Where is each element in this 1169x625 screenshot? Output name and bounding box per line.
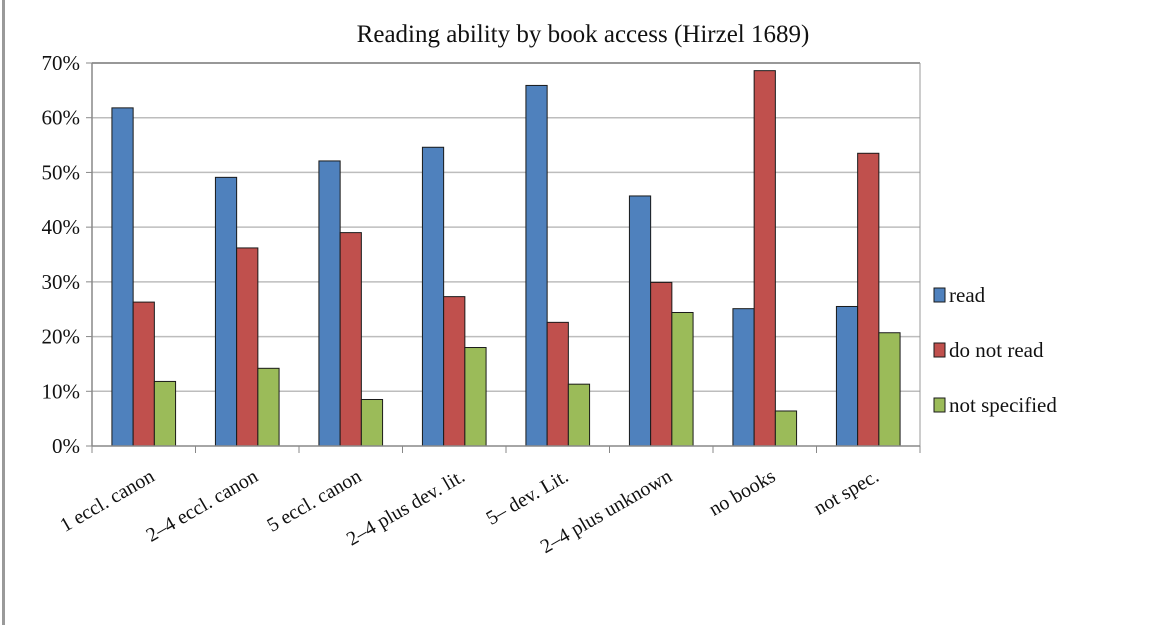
- bar-not-specified: [671, 311, 694, 447]
- bar-do-not-read: [443, 296, 466, 447]
- y-tick-label: 50%: [42, 160, 81, 184]
- axes: 0%10%20%30%40%50%60%70%1 eccl. canon2–4 …: [42, 51, 921, 558]
- bar-read: [214, 176, 238, 447]
- legend-swatch: [933, 342, 946, 358]
- bar-do-not-read: [236, 247, 259, 447]
- bar-not-specified: [153, 380, 177, 447]
- bar-do-not-read: [753, 70, 776, 447]
- bar-do-not-read: [857, 152, 880, 447]
- y-tick-label: 20%: [42, 325, 81, 349]
- legend: read do not read not specified: [933, 283, 1057, 417]
- x-tick-label: 1 eccl. canon: [56, 465, 158, 537]
- y-tick-label: 10%: [42, 379, 81, 403]
- left-border: [2, 0, 5, 625]
- bar-do-not-read: [546, 321, 569, 447]
- bar-read: [111, 107, 134, 447]
- bar-not-specified: [774, 410, 798, 447]
- legend-swatch: [933, 287, 946, 303]
- y-tick-label: 70%: [42, 51, 81, 75]
- bars: [111, 70, 901, 447]
- legend-label: read: [949, 283, 986, 307]
- bar-not-specified: [567, 383, 591, 447]
- bar-read: [525, 84, 548, 447]
- x-tick-label: no books: [705, 465, 779, 521]
- legend-label: not specified: [949, 393, 1057, 417]
- y-tick-label: 0%: [52, 434, 80, 458]
- bar-read: [732, 308, 755, 447]
- bar-read: [421, 146, 445, 447]
- legend-swatch: [933, 397, 946, 413]
- bar-read: [318, 160, 341, 447]
- x-tick-label: 5 eccl. canon: [263, 465, 365, 537]
- x-tick-label: 2–4 plus dev. lit.: [343, 465, 469, 550]
- bar-do-not-read: [650, 281, 673, 447]
- bar-do-not-read: [339, 232, 362, 447]
- bar-do-not-read: [132, 301, 155, 447]
- chart-title: Reading ability by book access (Hirzel 1…: [357, 21, 810, 48]
- y-tick-label: 40%: [42, 215, 81, 239]
- legend-label: do not read: [949, 338, 1044, 362]
- x-tick-label: not spec.: [810, 465, 883, 520]
- bar-read: [628, 195, 652, 447]
- bar-read: [835, 305, 859, 447]
- x-tick-label: 2–4 eccl. canon: [143, 465, 262, 547]
- bar-not-specified: [878, 332, 901, 447]
- bar-not-specified: [464, 347, 487, 447]
- bar-not-specified: [360, 398, 384, 447]
- y-tick-label: 30%: [42, 270, 81, 294]
- y-tick-label: 60%: [42, 106, 81, 130]
- x-tick-label: 5– dev. Lit.: [483, 465, 573, 530]
- bar-not-specified: [257, 367, 280, 447]
